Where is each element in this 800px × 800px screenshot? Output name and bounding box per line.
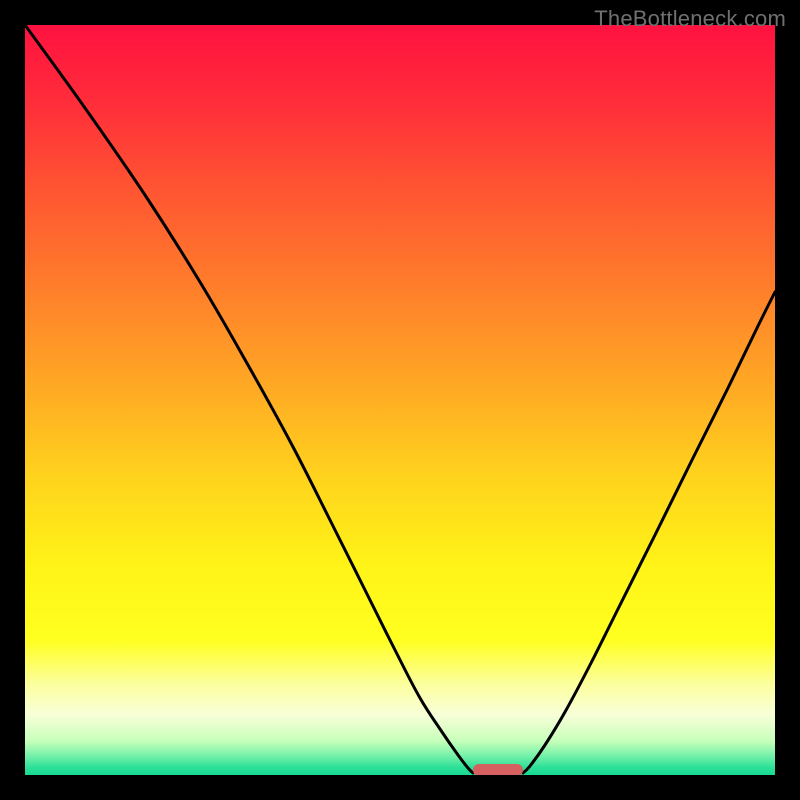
chart-canvas: TheBottleneck.com bbox=[0, 0, 800, 800]
watermark-text: TheBottleneck.com bbox=[594, 6, 786, 32]
bottleneck-chart-svg bbox=[0, 0, 800, 800]
plot-area bbox=[25, 25, 775, 776]
valley-marker bbox=[473, 764, 523, 776]
